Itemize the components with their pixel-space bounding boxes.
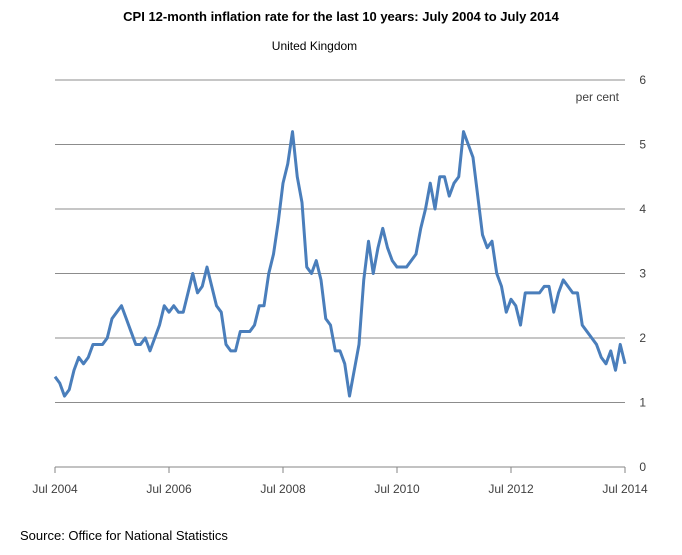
- source-note: Source: Office for National Statistics: [20, 528, 228, 543]
- y-unit-label: per cent: [576, 90, 620, 104]
- y-axis-ticks: 0 1 2 3 4 5 6: [639, 73, 646, 474]
- x-tick-label: Jul 2014: [602, 482, 648, 496]
- y-tick-label: 6: [639, 73, 646, 87]
- x-tick-label: Jul 2012: [488, 482, 534, 496]
- chart-title: CPI 12-month inflation rate for the last…: [123, 9, 559, 24]
- chart-subtitle: United Kingdom: [271, 39, 358, 53]
- y-tick-label: 0: [639, 460, 646, 474]
- line-chart: 0 1 2 3 4 5 6 Jul 2004 Jul 2006 Jul 2008 Jul 2010…: [32, 73, 648, 496]
- x-tick-label: Jul 2006: [146, 482, 192, 496]
- y-tick-label: 2: [639, 331, 646, 345]
- x-axis-ticks: Jul 2004 Jul 2006 Jul 2008 Jul 2010 Jul 2012…: [32, 467, 648, 496]
- x-tick-label: Jul 2004: [32, 482, 78, 496]
- y-tick-label: 4: [639, 202, 646, 216]
- series-line-0: [53, 130, 627, 398]
- series-group: [53, 130, 627, 398]
- y-tick-label: 3: [639, 267, 646, 281]
- x-tick-label: Jul 2008: [260, 482, 306, 496]
- y-tick-label: 1: [639, 396, 646, 410]
- y-tick-label: 5: [639, 138, 646, 152]
- x-tick-label: Jul 2010: [374, 482, 420, 496]
- gridlines: [55, 79, 625, 468]
